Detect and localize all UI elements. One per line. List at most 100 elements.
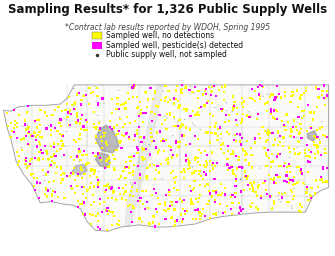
Point [247,204,253,208]
Point [207,169,212,173]
Point [21,136,26,141]
Point [238,177,243,182]
Point [175,120,181,124]
Point [182,212,188,216]
Point [285,180,290,184]
Point [112,214,117,218]
Point [188,127,193,132]
Point [284,165,289,169]
Point [287,170,293,174]
Point [317,178,323,182]
Point [163,84,168,88]
Point [23,134,29,138]
Point [257,136,263,140]
Point [299,172,305,176]
Point [95,183,101,187]
Point [187,159,192,163]
Point [166,89,171,93]
Point [318,175,324,179]
Point [275,84,280,88]
Point [130,84,136,89]
Point [230,149,236,153]
Point [297,202,303,207]
Point [57,121,62,125]
Point [317,140,322,144]
Point [243,174,249,178]
Point [123,165,128,169]
Point [166,161,171,165]
Point [270,152,275,156]
Point [162,96,168,100]
Point [152,187,157,191]
Point [197,163,202,167]
Point [106,196,111,200]
Point [264,188,269,192]
Point [292,182,297,186]
Point [100,97,105,101]
Point [99,210,105,214]
Point [312,134,317,138]
Point [203,87,208,91]
Point [193,156,198,160]
Point [290,183,295,187]
Point [137,100,143,104]
Point [238,133,243,137]
Point [144,177,150,181]
Point [201,92,206,97]
Point [206,199,211,203]
Point [161,208,166,212]
Point [183,158,189,163]
Point [122,192,127,196]
Point [199,174,204,178]
Point [273,180,278,185]
Point [49,193,54,197]
Point [241,147,246,152]
Point [303,154,309,158]
Point [275,131,280,135]
Point [38,148,43,152]
Point [197,217,203,221]
Point [106,155,112,159]
Point [153,168,159,172]
Point [49,128,54,132]
Point [142,90,147,94]
Point [153,90,158,94]
Point [255,180,260,185]
Point [95,94,100,98]
Point [42,144,47,148]
Point [51,141,57,145]
Point [299,136,304,140]
Point [105,165,111,169]
Point [229,110,235,114]
Point [163,193,169,197]
Point [209,194,214,198]
Point [295,121,300,125]
Point [123,183,129,187]
Point [255,117,260,121]
Point [31,184,37,188]
Point [275,152,280,156]
Point [79,185,84,189]
Point [213,213,219,217]
Point [11,130,17,134]
Point [58,181,64,185]
Point [163,95,169,99]
Point [182,118,188,122]
Point [41,157,46,161]
Point [290,197,295,201]
Point [193,113,198,118]
Point [102,166,108,170]
Point [71,138,76,142]
Point [72,190,78,195]
Point [106,185,112,189]
Point [238,189,244,194]
Point [196,148,202,152]
Point [55,148,60,153]
Point [9,121,14,125]
Point [5,124,10,128]
Point [222,83,228,87]
Point [82,128,87,132]
Point [171,176,176,180]
Point [190,121,196,125]
Point [234,112,240,116]
